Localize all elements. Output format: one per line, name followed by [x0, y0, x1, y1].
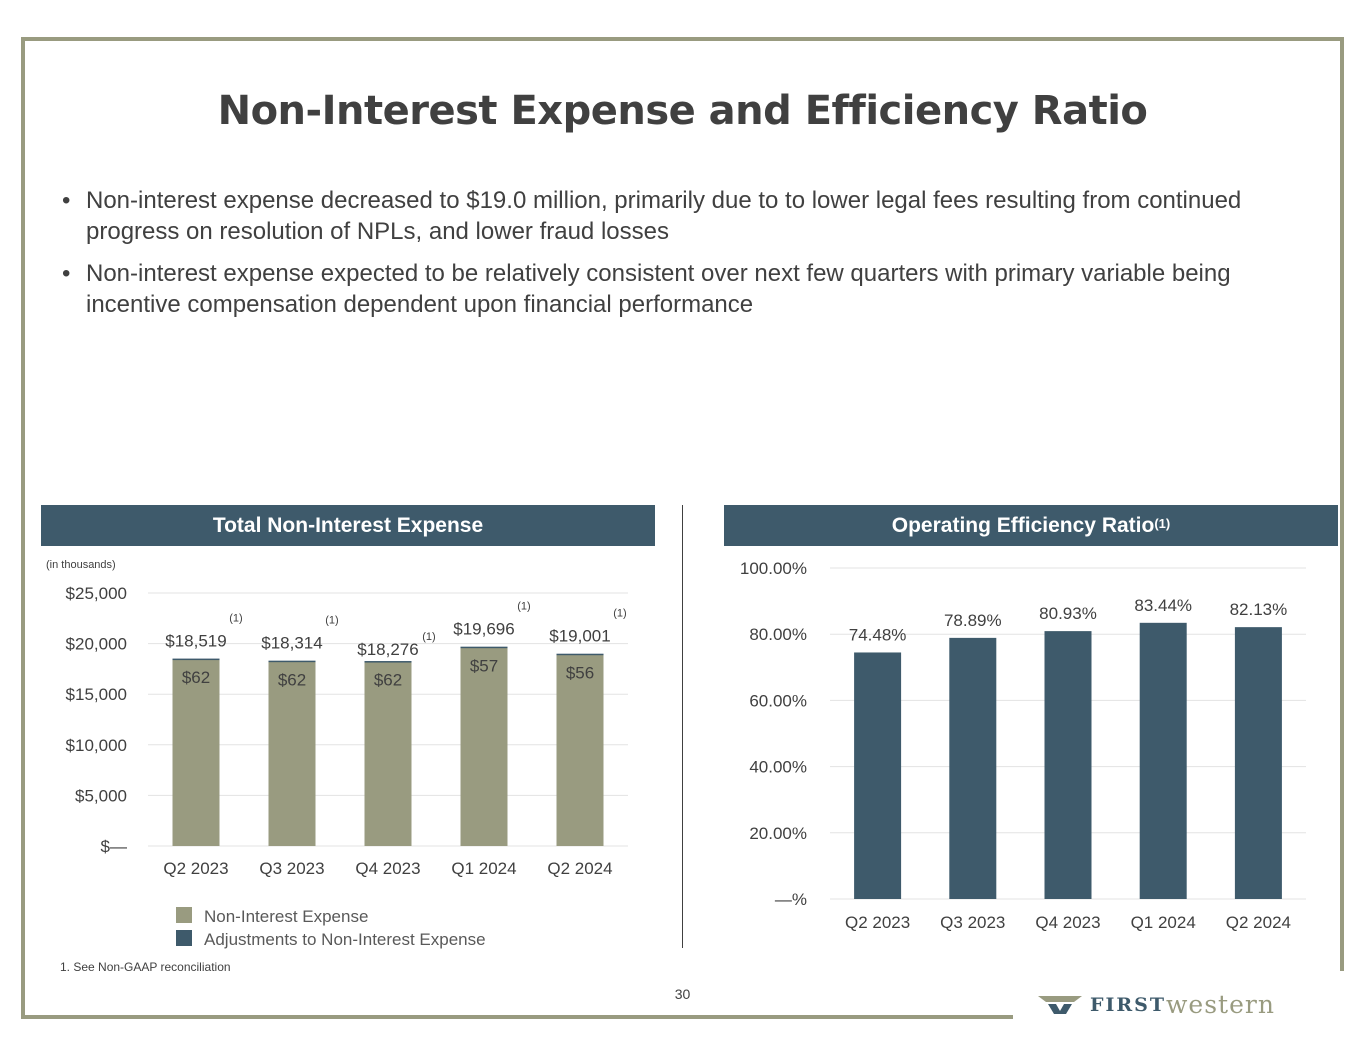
page-number: 30 [674, 986, 691, 1002]
legend-swatch [176, 907, 192, 923]
right-bar [1234, 627, 1282, 899]
left-bar-noninterest [172, 659, 220, 846]
left-footnote-mark: (1) [229, 613, 242, 625]
left-panel-header: Total Non-Interest Expense [41, 505, 655, 546]
left-adjustment-label: $62 [374, 671, 402, 690]
left-y-tick-label: $20,000 [66, 635, 127, 654]
left-x-tick-label: Q2 2023 [163, 859, 228, 878]
right-y-tick-label: 80.00% [749, 625, 807, 644]
legend-label: Non-Interest Expense [204, 907, 368, 926]
left-footnote-mark: (1) [325, 615, 338, 627]
frame-border-left [21, 37, 25, 1019]
right-x-tick-label: Q4 2023 [1035, 913, 1100, 932]
left-footnote-mark: (1) [422, 631, 435, 643]
bullet-item: Non-interest expense expected to be rela… [62, 258, 1312, 320]
left-bar-noninterest [556, 654, 604, 846]
left-bar-noninterest [460, 647, 508, 846]
right-panel-header-text: Operating Efficiency Ratio [891, 513, 1155, 537]
left-bar-noninterest [268, 661, 316, 846]
left-x-tick-label: Q2 2024 [547, 859, 612, 878]
left-adjustment-label: $62 [182, 668, 210, 687]
left-y-tick-label: $5,000 [75, 786, 127, 805]
right-panel-header-sup: (1) [1154, 516, 1171, 531]
left-adjustment-label: $57 [470, 656, 498, 675]
right-x-tick-label: Q3 2023 [940, 913, 1005, 932]
left-bar-adjustment [268, 660, 316, 663]
left-bar-adjustment [556, 653, 604, 656]
company-logo: FIRST western [1038, 990, 1275, 1019]
right-value-label: 82.13% [1230, 600, 1288, 619]
left-bar-noninterest [364, 661, 412, 846]
left-total-label: $19,696 [453, 620, 514, 639]
legend-label: Adjustments to Non-Interest Expense [204, 930, 486, 949]
frame-border-bottom [21, 1015, 1013, 1019]
left-footnote-mark: (1) [613, 608, 626, 620]
bullet-item: Non-interest expense decreased to $19.0 … [62, 185, 1312, 247]
right-bar [854, 652, 902, 899]
units-label: (in thousands) [46, 559, 116, 571]
left-bar-adjustment [364, 661, 412, 663]
left-y-tick-label: $25,000 [66, 584, 127, 603]
right-x-tick-label: Q2 2023 [845, 913, 910, 932]
right-value-label: 74.48% [849, 625, 907, 644]
right-bar [1044, 631, 1092, 899]
right-value-label: 78.89% [944, 611, 1002, 630]
right-y-tick-label: 20.00% [749, 824, 807, 843]
left-y-tick-label: $10,000 [66, 736, 127, 755]
right-x-tick-label: Q2 2024 [1226, 913, 1291, 932]
right-bar [949, 637, 997, 899]
logo-mark-icon [1038, 995, 1082, 1014]
page-title: Non-Interest Expense and Efficiency Rati… [217, 88, 1148, 134]
legend-swatch [176, 930, 192, 946]
right-panel-header: Operating Efficiency Ratio (1) [724, 505, 1338, 546]
right-value-label: 83.44% [1134, 596, 1192, 615]
right-bar [1139, 622, 1187, 899]
footnote: 1. See Non-GAAP reconciliation [60, 960, 231, 974]
left-total-label: $18,276 [357, 640, 418, 659]
left-y-tick-label: $15,000 [66, 685, 127, 704]
bullet-list: Non-interest expense decreased to $19.0 … [62, 185, 1312, 331]
left-total-label: $19,001 [549, 627, 610, 646]
right-y-tick-label: —% [775, 890, 807, 909]
left-footnote-mark: (1) [517, 601, 530, 613]
left-total-label: $18,314 [261, 634, 322, 653]
left-x-tick-label: Q3 2023 [259, 859, 324, 878]
logo-western-text: western [1166, 990, 1275, 1019]
left-bar-adjustment [172, 658, 220, 661]
frame-border-top [21, 37, 1344, 41]
left-adjustment-label: $56 [566, 663, 594, 682]
logo-first-text: FIRST [1090, 993, 1167, 1016]
left-x-tick-label: Q4 2023 [355, 859, 420, 878]
panel-divider [682, 505, 683, 948]
right-y-tick-label: 100.00% [740, 559, 807, 578]
right-value-label: 80.93% [1039, 604, 1097, 623]
right-y-tick-label: 40.00% [749, 758, 807, 777]
left-panel-header-text: Total Non-Interest Expense [212, 513, 484, 537]
left-adjustment-label: $62 [278, 670, 306, 689]
left-y-tick-label: $— [101, 837, 127, 856]
left-bar-adjustment [460, 646, 508, 649]
left-total-label: $18,519 [165, 632, 226, 651]
right-x-tick-label: Q1 2024 [1131, 913, 1196, 932]
right-y-tick-label: 60.00% [749, 691, 807, 710]
frame-border-right [1340, 37, 1344, 971]
left-x-tick-label: Q1 2024 [451, 859, 516, 878]
